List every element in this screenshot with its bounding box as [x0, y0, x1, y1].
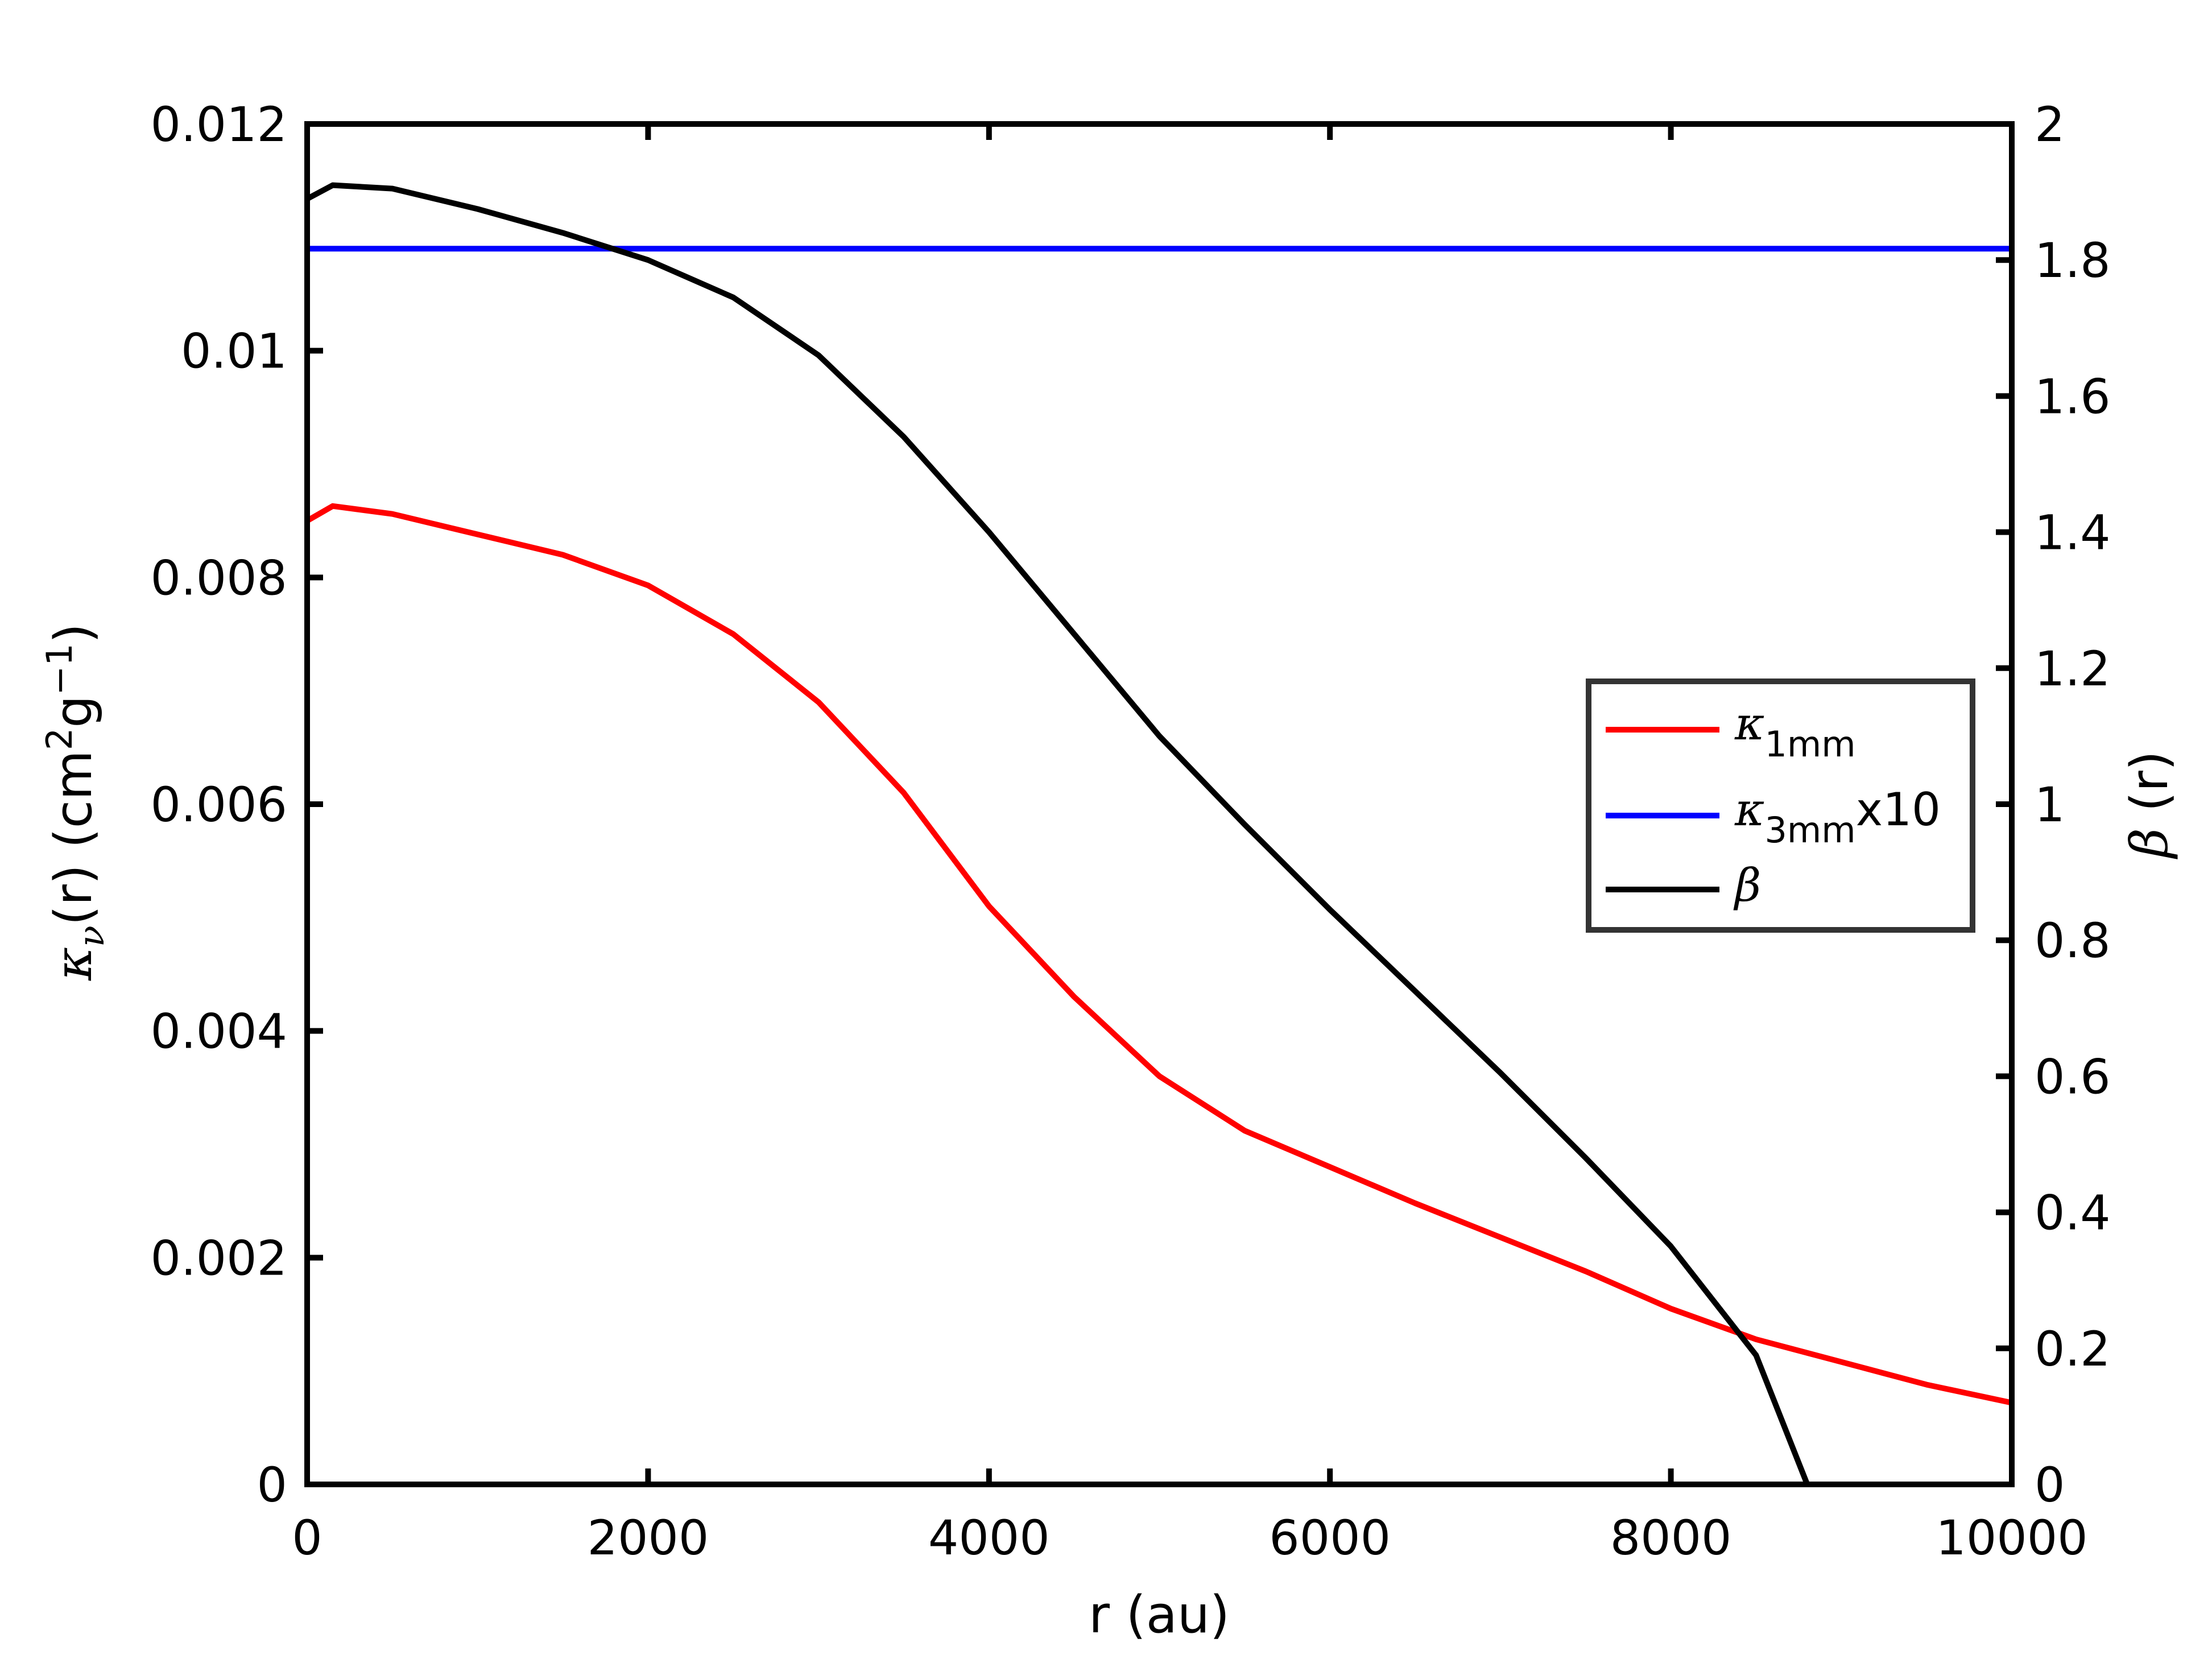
left-axis-ticks: 0 0.002 0.004 0.006 0.008 0.01 0.012: [151, 97, 323, 1513]
legend-label-kappa-3mm: κ3mmx10: [1734, 783, 1941, 851]
right-axis-ticks: 0 0.2 0.4 0.6 0.8 1 1.2 1.4 1.6 1.8 2: [1996, 97, 2111, 1513]
right-tick-label: 2: [2035, 97, 2065, 152]
right-tick-label: 0: [2035, 1457, 2065, 1513]
legend: κ1mm κ3mmx10 β: [1586, 679, 1975, 933]
left-axis-label: κν(r) (cm2g−1): [39, 623, 112, 981]
series-layer: [305, 182, 2013, 1486]
left-tick-label: 0: [257, 1457, 287, 1513]
right-tick-label: 1.6: [2035, 369, 2111, 424]
right-tick-label: 0.8: [2035, 913, 2111, 969]
x-tick-label: 10000: [1936, 1510, 2087, 1566]
right-tick-label: 0.4: [2035, 1185, 2111, 1241]
left-tick-label: 0.012: [151, 97, 287, 152]
right-tick-label: 0.2: [2035, 1321, 2111, 1377]
legend-label-beta: β: [1733, 859, 1761, 912]
right-tick-label: 1.4: [2035, 505, 2111, 561]
x-axis-ticks: 0 2000 4000 6000 8000 10000: [292, 124, 2088, 1566]
series-line-kappa_1mm: [305, 503, 2013, 1406]
x-tick-label: 4000: [928, 1510, 1050, 1566]
x-tick-label: 0: [292, 1510, 322, 1566]
x-tick-label: 6000: [1269, 1510, 1391, 1566]
x-tick-label: 2000: [588, 1510, 709, 1566]
left-tick-label: 0.01: [181, 324, 287, 379]
right-tick-label: 1: [2035, 777, 2065, 833]
x-axis-label: r (au): [1089, 1585, 1230, 1645]
right-tick-label: 1.2: [2035, 641, 2111, 697]
series-line-beta: [305, 182, 1810, 1486]
left-tick-label: 0.006: [151, 777, 287, 833]
right-tick-label: 1.8: [2035, 233, 2111, 288]
x-tick-label: 8000: [1610, 1510, 1732, 1566]
left-tick-label: 0.004: [151, 1004, 287, 1060]
left-tick-label: 0.002: [151, 1230, 287, 1286]
legend-label-kappa-1mm: κ1mm: [1734, 697, 1856, 765]
right-tick-label: 0.6: [2035, 1049, 2111, 1104]
right-axis-label: β (r): [2120, 751, 2180, 859]
left-tick-label: 0.008: [151, 550, 287, 606]
